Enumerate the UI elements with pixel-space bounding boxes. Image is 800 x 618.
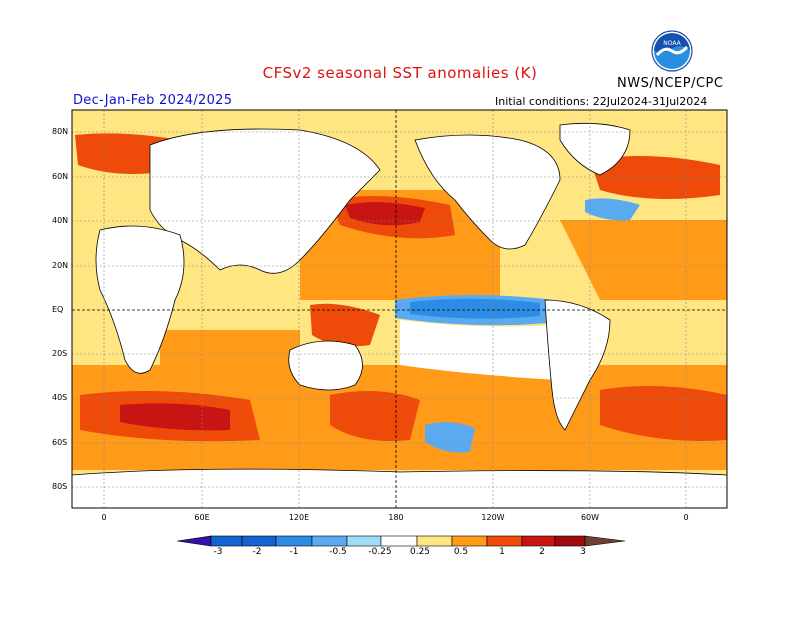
land-masses [72,122,727,508]
noaa-logo-icon: NOAA [651,30,693,72]
agency-label: NWS/NCEP/CPC [617,76,724,91]
colorbar-bin-neg3 [210,535,243,547]
lat-label-80s: 80S [52,482,68,491]
anomaly-atlantic-band [560,220,727,300]
lon-label-0-east: 0 [683,513,689,522]
colorbar-label-neg025: -0.25 [368,547,392,557]
colorbar-bin-neg1 [275,535,313,547]
lat-label-40s: 40S [52,393,68,402]
lat-label-20s: 20S [52,349,68,358]
land-eurasia [149,128,381,274]
lat-label-60s: 60S [52,438,68,447]
colorbar-label-pos025: 0.25 [409,547,431,557]
lon-label-180: 180 [388,513,404,522]
map-frame [71,109,728,509]
colorbar-bin-pos025 [416,535,453,547]
land-greenland [559,122,631,176]
lat-label-40n: 40N [52,216,69,225]
colorbar-label-pos3: 3 [580,547,586,557]
colorbar-arrow-high [584,535,626,547]
initial-conditions-label: Initial conditions: 22Jul2024-31Jul2024 [495,95,708,108]
colorbar-label-neg1: -1 [289,547,299,557]
colorbar-bin-neg025 [346,535,382,547]
lat-label-60n: 60N [52,172,69,181]
colorbar-label-neg3: -3 [213,547,223,557]
colorbar-label-pos05: 0.5 [453,547,469,557]
colorbar-label-neg2: -2 [252,547,262,557]
lon-label-120e: 120E [288,513,310,522]
anomaly-indian-ocean [160,330,300,365]
land-australia [288,340,363,391]
land-africa [95,225,185,374]
graticule [72,110,727,508]
colorbar-bin-pos1 [486,535,523,547]
land-antarctica [72,468,727,508]
anomaly-labrador-cold [585,198,640,221]
lon-label-0-west: 0 [101,513,107,522]
map-title: CFSv2 seasonal SST anomalies (K) [262,64,538,82]
colorbar-bin-neg05 [311,535,348,547]
anomaly-east-pacific-neutral [400,320,560,380]
anomaly-tasman [330,391,420,441]
season-label: Dec-Jan-Feb 2024/2025 [73,93,233,108]
svg-text:NOAA: NOAA [663,40,681,47]
colorbar-bin-neg2 [241,535,277,547]
anomaly-equatorial-pacific-cold-core [410,298,540,319]
anomaly-west-pacific [310,303,380,347]
lat-label-80n: 80N [52,127,69,136]
lon-label-60w: 60W [580,513,600,522]
colorbar-arrow-low [176,535,212,547]
lon-label-120w: 120W [481,513,505,522]
anomaly-south-atlantic [600,386,727,441]
colorbar-bin-zero [380,535,418,547]
land-north-america [414,134,561,250]
colorbar-label-neg05: -0.5 [329,547,347,557]
colorbar [176,535,626,547]
lat-label-20n: 20N [52,261,69,270]
anomaly-south-indian-core [120,403,230,431]
colorbar-bin-pos2 [521,535,556,547]
land-south-america [544,299,611,431]
colorbar-label-pos1: 1 [499,547,505,557]
anomaly-north-atlantic [590,156,720,199]
lat-label-eq: EQ [52,305,64,314]
anomaly-south-pacific-cold [425,422,475,453]
lon-label-60e: 60E [194,513,210,522]
colorbar-label-pos2: 2 [539,547,545,557]
anomaly-kuroshio-core [345,202,425,226]
colorbar-bin-pos3 [554,535,586,547]
colorbar-bin-pos05 [451,535,488,547]
